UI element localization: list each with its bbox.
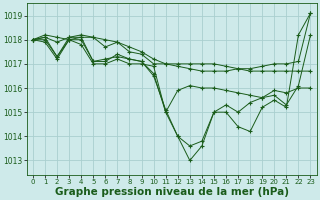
X-axis label: Graphe pression niveau de la mer (hPa): Graphe pression niveau de la mer (hPa) xyxy=(55,187,289,197)
